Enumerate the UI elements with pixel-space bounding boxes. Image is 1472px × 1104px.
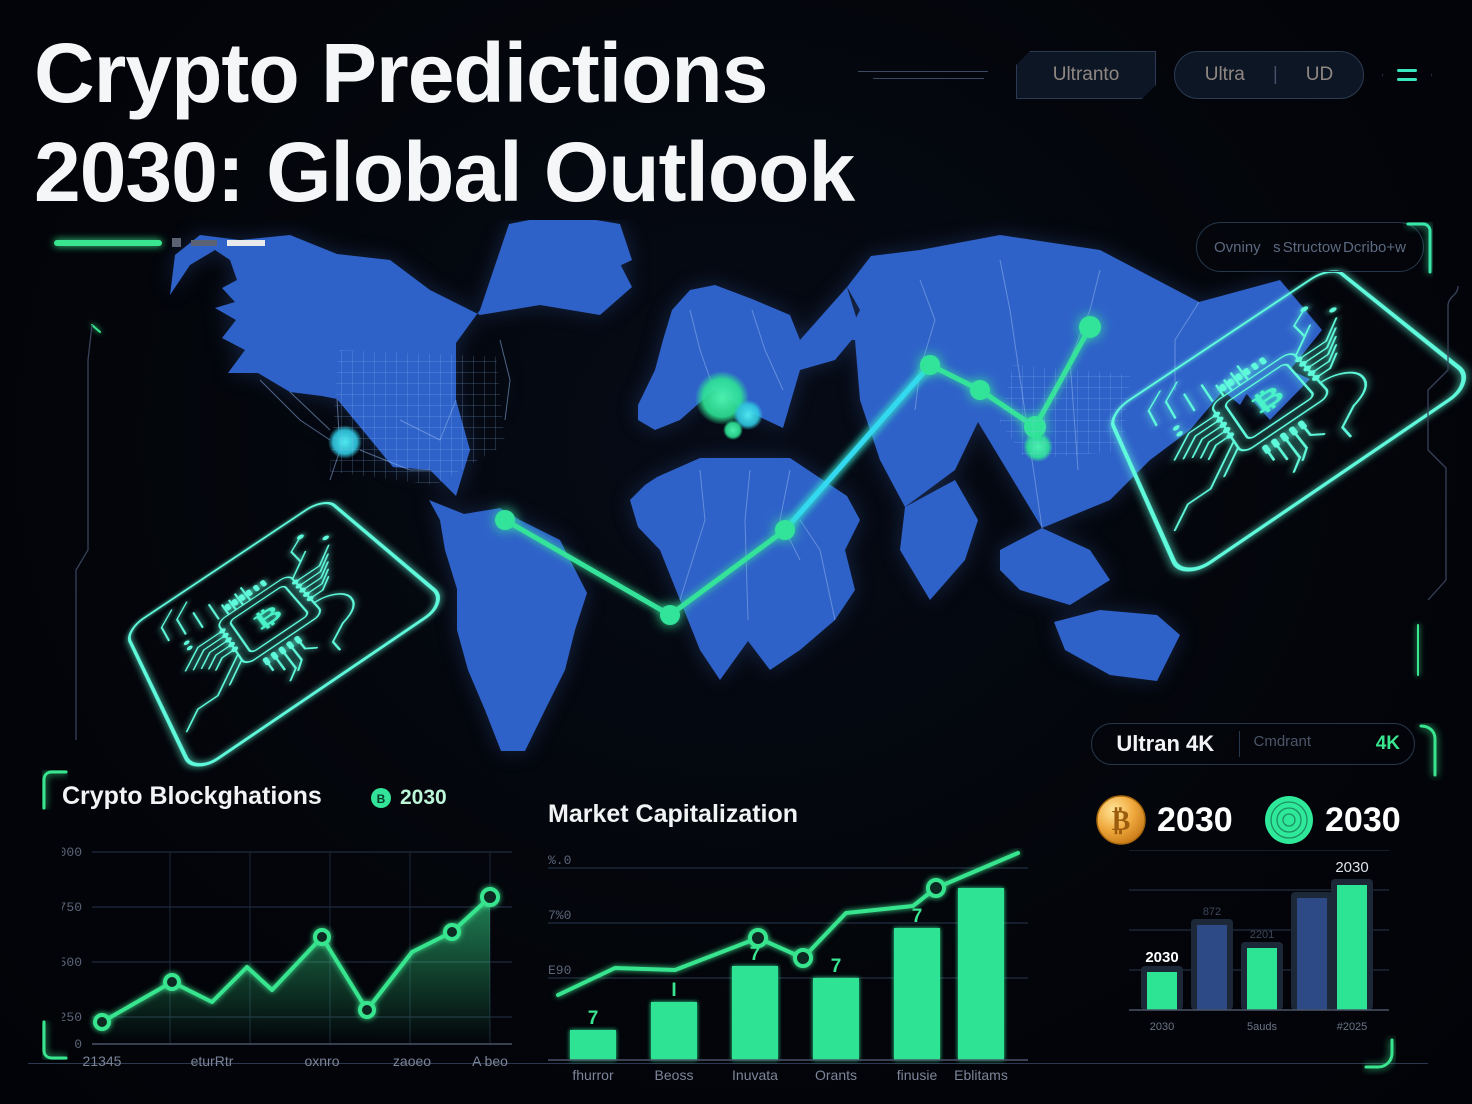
- svg-text:finusie: finusie: [897, 1067, 938, 1083]
- svg-text:B: B: [377, 792, 386, 806]
- svg-text:7: 7: [588, 1008, 599, 1029]
- svg-text:7: 7: [912, 906, 923, 927]
- svg-text:Eblitams: Eblitams: [954, 1067, 1008, 1083]
- svg-text:A beo: A beo: [472, 1053, 508, 1069]
- svg-text:2030: 2030: [1145, 949, 1178, 966]
- svg-text:7: 7: [831, 956, 842, 977]
- svg-text:fhurror: fhurror: [572, 1067, 614, 1083]
- svg-text:7%0: 7%0: [548, 908, 571, 923]
- svg-text:eturRtr: eturRtr: [191, 1053, 234, 1069]
- svg-text:2030: 2030: [1335, 859, 1368, 876]
- svg-text:250: 250: [62, 1010, 82, 1025]
- svg-text:5auds: 5auds: [1247, 1021, 1277, 1033]
- svg-text:Orants: Orants: [815, 1067, 857, 1083]
- svg-text:1,000: 1,000: [62, 845, 82, 860]
- svg-text:₿: ₿: [249, 601, 288, 636]
- svg-text:Inuvata: Inuvata: [732, 1067, 778, 1083]
- svg-text:₿: ₿: [1112, 806, 1131, 837]
- svg-text:872: 872: [1203, 906, 1221, 918]
- svg-text:Beoss: Beoss: [655, 1067, 694, 1083]
- svg-text:I: I: [671, 980, 676, 1001]
- svg-text:0: 0: [74, 1037, 82, 1052]
- svg-text:2030: 2030: [1150, 1021, 1174, 1033]
- svg-text:%.0: %.0: [548, 853, 571, 868]
- svg-text:oxnro: oxnro: [304, 1053, 339, 1069]
- svg-text:21345: 21345: [83, 1053, 122, 1069]
- svg-text:₿: ₿: [1247, 381, 1291, 420]
- svg-text:750: 750: [62, 900, 82, 915]
- svg-text:#2025: #2025: [1337, 1021, 1368, 1033]
- svg-text:zaoeo: zaoeo: [393, 1053, 431, 1069]
- svg-text:500: 500: [62, 955, 82, 970]
- svg-text:2201: 2201: [1250, 929, 1274, 941]
- svg-text:E90: E90: [548, 963, 571, 978]
- svg-text:7: 7: [750, 944, 761, 965]
